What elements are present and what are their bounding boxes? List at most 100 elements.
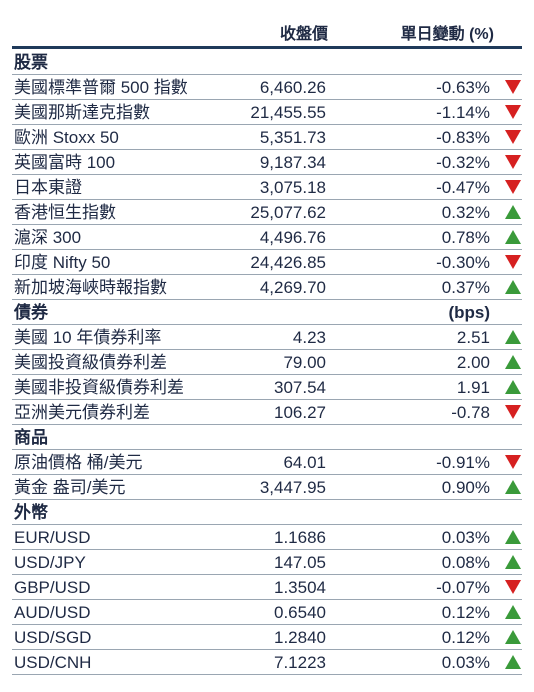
up-triangle-icon	[504, 229, 522, 245]
row-name: 滬深 300	[14, 228, 82, 247]
row-daily-change: 0.08%	[441, 553, 490, 572]
row-name: 香港恒生指數	[14, 203, 116, 222]
row-close-value: 3,075.18	[259, 178, 326, 197]
row-name: 印度 Nifty 50	[14, 253, 111, 272]
table-row: 美國非投資級債券利差 307.54 1.91	[12, 375, 522, 400]
down-triangle-icon	[504, 254, 522, 270]
row-close-value: 4,496.76	[259, 228, 326, 247]
row-close-value: 4,269.70	[259, 278, 326, 297]
section-header: 外幣	[12, 500, 522, 525]
down-triangle-icon	[504, 129, 522, 145]
row-daily-change: -0.83%	[436, 128, 490, 147]
row-close-value: 0.6540	[274, 603, 326, 622]
row-close-value: 21,455.55	[250, 103, 326, 122]
row-name: 英國富時 100	[14, 153, 116, 172]
row-daily-change: -0.63%	[436, 78, 490, 97]
table-header: 收盤價 單日變動 (%)	[0, 8, 534, 48]
down-triangle-icon	[504, 154, 522, 170]
table-row: 美國標準普爾 500 指數 6,460.26 -0.63%	[12, 75, 522, 100]
table-row: 美國那斯達克指數 21,455.55 -1.14%	[12, 100, 522, 125]
row-name: USD/SGD	[14, 628, 92, 647]
row-daily-change: 0.32%	[441, 203, 490, 222]
row-close-value: 79.00	[283, 353, 326, 372]
row-daily-change: 0.90%	[441, 478, 490, 497]
table-row: 美國投資級債券利差 79.00 2.00	[12, 350, 522, 375]
table-row: 歐洲 Stoxx 50 5,351.73 -0.83%	[12, 125, 522, 150]
up-triangle-icon	[504, 629, 522, 645]
row-close-value: 1.1686	[274, 528, 326, 547]
row-close-value: 9,187.34	[259, 153, 326, 172]
row-daily-change: 0.12%	[441, 603, 490, 622]
section-unit: (bps)	[448, 303, 490, 322]
table-row: USD/CNH 7.1223 0.03%	[12, 650, 522, 675]
row-daily-change: 1.91	[456, 378, 490, 397]
row-name: 美國投資級債券利差	[14, 353, 167, 372]
row-name: 美國 10 年債券利率	[14, 328, 162, 347]
header-rule	[12, 46, 522, 49]
row-daily-change: 0.78%	[441, 228, 490, 247]
table-row: 英國富時 100 9,187.34 -0.32%	[12, 150, 522, 175]
down-triangle-icon	[504, 104, 522, 120]
up-triangle-icon	[504, 654, 522, 670]
down-triangle-icon	[504, 404, 522, 420]
table-row: 亞洲美元債券利差 106.27 -0.78	[12, 400, 522, 425]
row-name: EUR/USD	[14, 528, 91, 547]
table-row: 黃金 盎司/美元 3,447.95 0.90%	[12, 475, 522, 500]
row-daily-change: -0.32%	[436, 153, 490, 172]
row-name: 歐洲 Stoxx 50	[14, 128, 119, 147]
row-close-value: 307.54	[274, 378, 326, 397]
row-close-value: 1.3504	[274, 578, 326, 597]
row-daily-change: -1.14%	[436, 103, 490, 122]
row-close-value: 25,077.62	[250, 203, 326, 222]
row-close-value: 5,351.73	[259, 128, 326, 147]
row-close-value: 3,447.95	[259, 478, 326, 497]
up-triangle-icon	[504, 379, 522, 395]
table-row: 日本東證 3,075.18 -0.47%	[12, 175, 522, 200]
section-title: 債券	[14, 303, 48, 322]
down-triangle-icon	[504, 454, 522, 470]
table-row: 印度 Nifty 50 24,426.85 -0.30%	[12, 250, 522, 275]
up-triangle-icon	[504, 479, 522, 495]
section-header: 債券 (bps)	[12, 300, 522, 325]
table-row: 原油價格 桶/美元 64.01 -0.91%	[12, 450, 522, 475]
row-daily-change: 0.12%	[441, 628, 490, 647]
up-triangle-icon	[504, 604, 522, 620]
row-daily-change: -0.91%	[436, 453, 490, 472]
table-row: 新加坡海峽時報指數 4,269.70 0.37%	[12, 275, 522, 300]
row-daily-change: -0.78	[451, 403, 490, 422]
table-row: AUD/USD 0.6540 0.12%	[12, 600, 522, 625]
down-triangle-icon	[504, 79, 522, 95]
row-name: 新加坡海峽時報指數	[14, 278, 167, 297]
row-name: 亞洲美元債券利差	[14, 403, 150, 422]
table-row: EUR/USD 1.1686 0.03%	[12, 525, 522, 550]
row-name: 日本東證	[14, 178, 82, 197]
row-daily-change: 2.00	[456, 353, 490, 372]
row-name: AUD/USD	[14, 603, 91, 622]
up-triangle-icon	[504, 279, 522, 295]
row-daily-change: -0.30%	[436, 253, 490, 272]
row-name: 美國那斯達克指數	[14, 103, 150, 122]
row-name: 美國標準普爾 500 指數	[14, 78, 188, 97]
down-triangle-icon	[504, 579, 522, 595]
section-header: 商品	[12, 425, 522, 450]
row-close-value: 7.1223	[274, 653, 326, 672]
table-row: USD/JPY 147.05 0.08%	[12, 550, 522, 575]
row-close-value: 64.01	[283, 453, 326, 472]
row-name: GBP/USD	[14, 578, 91, 597]
market-table: 股票 美國標準普爾 500 指數 6,460.26 -0.63% 美國那斯達克指數 21,…	[12, 50, 522, 675]
row-close-value: 147.05	[274, 553, 326, 572]
up-triangle-icon	[504, 354, 522, 370]
row-daily-change: 2.51	[456, 328, 490, 347]
table-row: 滬深 300 4,496.76 0.78%	[12, 225, 522, 250]
row-name: 美國非投資級債券利差	[14, 378, 184, 397]
row-close-value: 1.2840	[274, 628, 326, 647]
up-triangle-icon	[504, 329, 522, 345]
row-daily-change: -0.47%	[436, 178, 490, 197]
row-name: USD/JPY	[14, 553, 86, 572]
row-name: USD/CNH	[14, 653, 92, 672]
up-triangle-icon	[504, 529, 522, 545]
header-close-price: 收盤價	[279, 26, 328, 43]
row-daily-change: 0.03%	[441, 528, 490, 547]
header-daily-change: 單日變動 (%)	[400, 26, 494, 43]
